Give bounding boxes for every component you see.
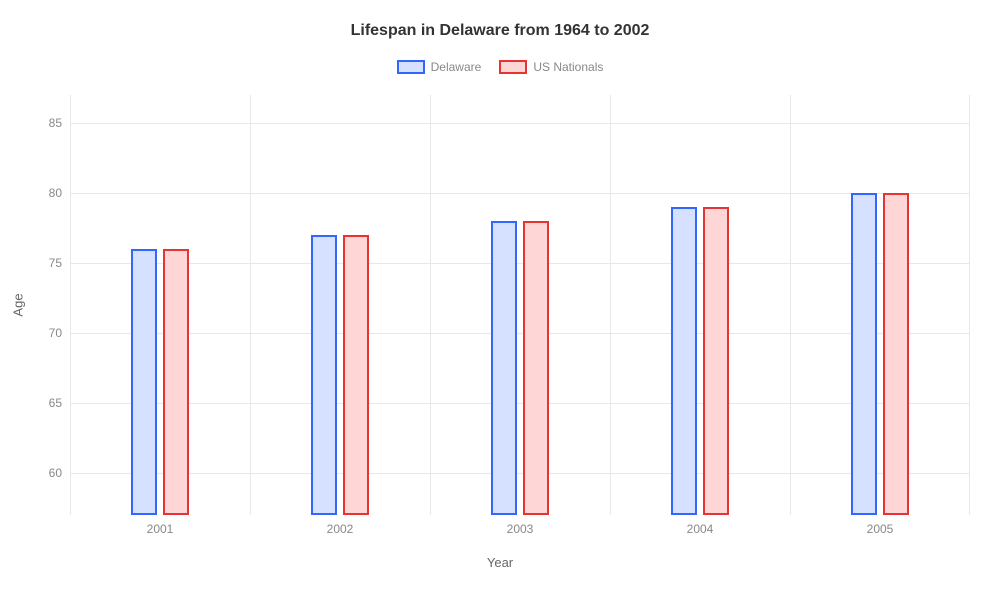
- bar-us-nationals: [883, 193, 909, 515]
- grid-line-h: [70, 403, 970, 404]
- bar-delaware: [491, 221, 517, 515]
- x-tick-label: 2002: [327, 522, 354, 536]
- bar-us-nationals: [343, 235, 369, 515]
- y-tick-label: 80: [22, 186, 62, 200]
- bar-delaware: [671, 207, 697, 515]
- y-tick-label: 85: [22, 116, 62, 130]
- legend-swatch-delaware: [397, 60, 425, 74]
- lifespan-chart: Lifespan in Delaware from 1964 to 2002 D…: [0, 0, 1000, 600]
- x-tick-label: 2005: [867, 522, 894, 536]
- bar-delaware: [131, 249, 157, 515]
- y-tick-label: 65: [22, 396, 62, 410]
- grid-line-h: [70, 333, 970, 334]
- legend-label-delaware: Delaware: [431, 60, 482, 74]
- bar-delaware: [851, 193, 877, 515]
- grid-line-h: [70, 193, 970, 194]
- bar-us-nationals: [703, 207, 729, 515]
- bar-delaware: [311, 235, 337, 515]
- x-axis-label: Year: [0, 555, 1000, 570]
- grid-line-h: [70, 473, 970, 474]
- legend: Delaware US Nationals: [0, 60, 1000, 74]
- grid-line-v: [250, 95, 251, 515]
- y-axis-label: Age: [11, 293, 26, 316]
- bar-us-nationals: [163, 249, 189, 515]
- grid-line-v: [70, 95, 71, 515]
- grid-line-v: [610, 95, 611, 515]
- x-tick-label: 2001: [147, 522, 174, 536]
- y-tick-label: 60: [22, 466, 62, 480]
- grid-line-v: [969, 95, 970, 515]
- bar-us-nationals: [523, 221, 549, 515]
- grid-line-h: [70, 263, 970, 264]
- y-tick-label: 75: [22, 256, 62, 270]
- x-tick-label: 2003: [507, 522, 534, 536]
- x-tick-label: 2004: [687, 522, 714, 536]
- legend-label-us: US Nationals: [533, 60, 603, 74]
- grid-line-v: [430, 95, 431, 515]
- legend-swatch-us: [499, 60, 527, 74]
- legend-item-delaware: Delaware: [397, 60, 482, 74]
- grid-line-v: [790, 95, 791, 515]
- y-tick-label: 70: [22, 326, 62, 340]
- plot-area: [70, 95, 970, 515]
- legend-item-us: US Nationals: [499, 60, 603, 74]
- grid-line-h: [70, 123, 970, 124]
- chart-title: Lifespan in Delaware from 1964 to 2002: [0, 22, 1000, 40]
